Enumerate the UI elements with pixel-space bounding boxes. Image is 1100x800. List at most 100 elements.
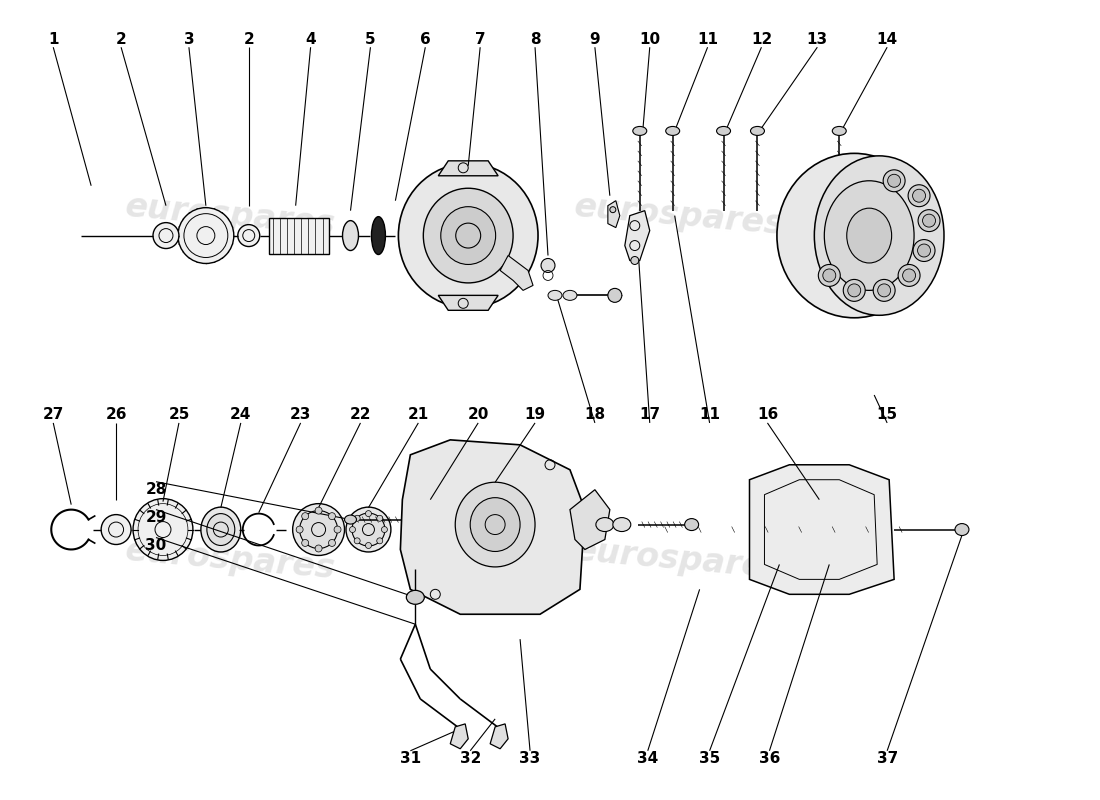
Text: 29: 29 (145, 510, 167, 525)
Ellipse shape (178, 208, 234, 263)
Text: 17: 17 (639, 407, 660, 422)
Ellipse shape (133, 498, 192, 561)
Ellipse shape (299, 510, 338, 549)
Ellipse shape (301, 513, 309, 520)
Text: 1: 1 (48, 32, 58, 46)
Text: 28: 28 (145, 482, 167, 497)
Text: 3: 3 (184, 32, 195, 46)
Ellipse shape (923, 214, 935, 227)
Text: 23: 23 (290, 407, 311, 422)
Ellipse shape (470, 498, 520, 551)
Ellipse shape (398, 163, 538, 308)
Ellipse shape (365, 542, 372, 549)
Ellipse shape (844, 279, 866, 302)
Ellipse shape (684, 518, 699, 530)
Ellipse shape (352, 513, 385, 546)
Text: eurospares: eurospares (573, 190, 786, 242)
Ellipse shape (354, 515, 360, 522)
Text: 37: 37 (877, 751, 898, 766)
Text: eurospares: eurospares (124, 190, 338, 242)
Ellipse shape (377, 515, 383, 522)
Text: 7: 7 (475, 32, 485, 46)
Ellipse shape (833, 126, 846, 135)
Text: 13: 13 (806, 32, 828, 46)
Ellipse shape (878, 284, 891, 297)
Text: 9: 9 (590, 32, 601, 46)
Text: 26: 26 (106, 407, 127, 422)
Ellipse shape (315, 507, 322, 514)
Ellipse shape (913, 190, 925, 202)
Polygon shape (450, 724, 469, 749)
Ellipse shape (455, 482, 535, 567)
Ellipse shape (406, 590, 425, 604)
Ellipse shape (814, 156, 944, 315)
Polygon shape (438, 295, 498, 310)
Ellipse shape (596, 518, 614, 531)
Text: 30: 30 (145, 538, 166, 553)
Text: 5: 5 (365, 32, 376, 46)
Ellipse shape (441, 206, 496, 265)
Text: 10: 10 (639, 32, 660, 46)
Ellipse shape (354, 538, 360, 544)
Ellipse shape (238, 225, 260, 246)
Ellipse shape (632, 126, 647, 135)
Text: 31: 31 (399, 751, 421, 766)
Polygon shape (400, 440, 585, 614)
Ellipse shape (153, 222, 179, 249)
Ellipse shape (917, 244, 931, 257)
Ellipse shape (424, 188, 513, 283)
Ellipse shape (823, 269, 836, 282)
Polygon shape (491, 724, 508, 749)
Polygon shape (749, 465, 894, 594)
Text: 2: 2 (116, 32, 127, 46)
Ellipse shape (293, 504, 344, 555)
Text: 20: 20 (468, 407, 488, 422)
Ellipse shape (344, 515, 356, 524)
Ellipse shape (372, 217, 385, 254)
Polygon shape (438, 161, 498, 176)
Text: 16: 16 (757, 407, 778, 422)
Ellipse shape (903, 269, 915, 282)
Ellipse shape (365, 510, 372, 517)
Ellipse shape (342, 221, 359, 250)
Text: 35: 35 (698, 751, 720, 766)
Text: 22: 22 (350, 407, 371, 422)
Ellipse shape (818, 265, 840, 286)
Ellipse shape (777, 154, 932, 318)
Text: eurospares: eurospares (124, 534, 338, 585)
Ellipse shape (329, 539, 336, 546)
Ellipse shape (382, 526, 387, 533)
Text: 24: 24 (230, 407, 252, 422)
Ellipse shape (315, 545, 322, 552)
Ellipse shape (563, 290, 576, 300)
Text: 4: 4 (306, 32, 316, 46)
Text: 11: 11 (700, 407, 720, 422)
Ellipse shape (918, 210, 940, 231)
Text: 11: 11 (697, 32, 718, 46)
Ellipse shape (630, 257, 639, 265)
Text: 34: 34 (637, 751, 659, 766)
Ellipse shape (609, 206, 616, 213)
Ellipse shape (716, 126, 730, 135)
Text: 27: 27 (43, 407, 64, 422)
Ellipse shape (346, 507, 390, 552)
Text: 19: 19 (525, 407, 546, 422)
Ellipse shape (847, 208, 892, 263)
Ellipse shape (184, 214, 228, 258)
Bar (268, 218, 329, 254)
Ellipse shape (824, 181, 914, 290)
Ellipse shape (350, 526, 355, 533)
Polygon shape (570, 490, 609, 550)
Ellipse shape (909, 185, 929, 206)
Ellipse shape (873, 279, 895, 302)
Ellipse shape (201, 507, 241, 552)
Ellipse shape (207, 514, 234, 546)
Ellipse shape (898, 265, 920, 286)
Polygon shape (500, 255, 534, 290)
Ellipse shape (548, 290, 562, 300)
Ellipse shape (101, 514, 131, 545)
Ellipse shape (888, 174, 901, 187)
Ellipse shape (301, 539, 309, 546)
Text: 12: 12 (751, 32, 772, 46)
Ellipse shape (955, 523, 969, 535)
